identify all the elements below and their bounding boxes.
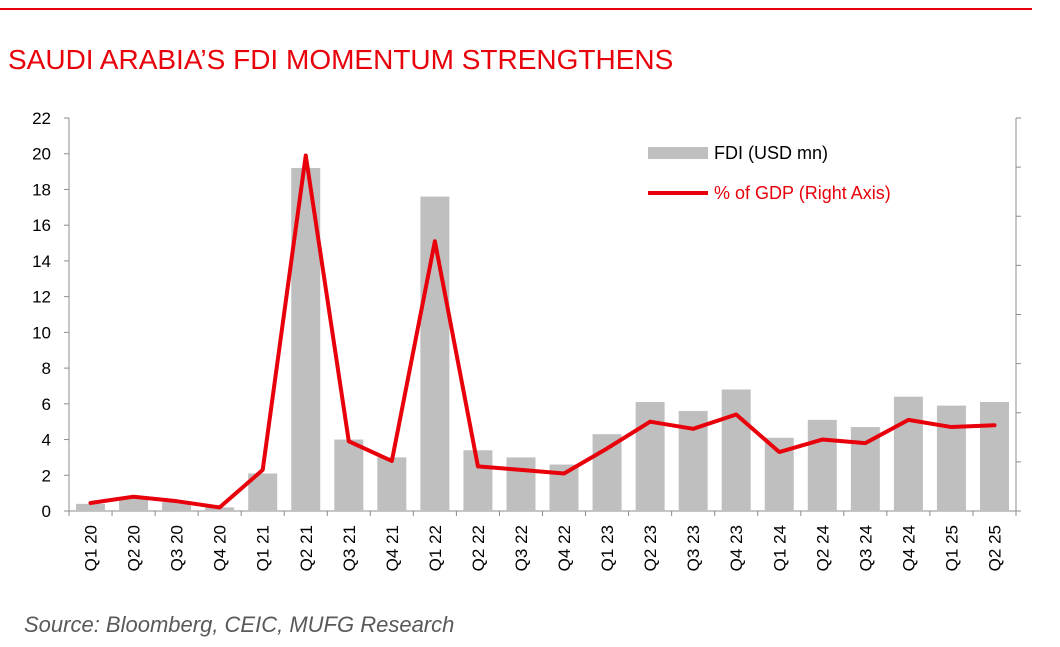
top-rule [0,8,1032,10]
fdi-bar [506,457,536,511]
x-tick-label: Q3 20 [168,525,187,571]
fdi-bar [334,439,364,511]
y-left-tick-label: 2 [42,466,51,485]
fdi-bar [936,405,966,511]
gdp-share-point [175,499,179,503]
gdp-share-point [992,423,996,427]
fdi-bar [979,402,1009,511]
gdp-share-point [734,413,738,417]
y-left-tick-label: 12 [32,288,51,307]
y-left-tick-label: 0 [42,502,51,521]
y-left-tick-label: 20 [32,145,51,164]
chart-title: SAUDI ARABIA’S FDI MOMENTUM STRENGTHENS [8,44,674,75]
x-tick-label: Q4 24 [899,525,918,571]
gdp-share-point [820,438,824,442]
gdp-share-point [261,468,265,472]
x-tick-label: Q3 21 [340,525,359,571]
gdp-share-line [88,153,997,510]
gdp-share-point [433,239,437,243]
gdp-share-point [562,471,566,475]
gdp-share-point [304,154,308,158]
gdp-share-point [390,459,394,463]
gdp-share-point [89,501,93,505]
fdi-bar [592,434,622,511]
gdp-share-point [648,420,652,424]
x-tick-label: Q1 22 [426,525,445,571]
x-tick-label: Q1 21 [254,525,273,571]
fdi-bar [162,502,192,511]
gdp-share-point [691,427,695,431]
gdp-share-point [605,446,609,450]
x-tick-label: Q4 22 [555,525,574,571]
gdp-share-point [777,450,781,454]
source-note: Source: Bloomberg, CEIC, MUFG Research [24,612,455,637]
fdi-bar [119,498,149,511]
x-tick-label: Q2 22 [469,525,488,571]
x-tick-label: Q4 21 [383,525,402,571]
y-left-tick-label: 14 [32,252,51,271]
fdi-bar [807,419,837,511]
gdp-share-point [863,441,867,445]
fdi-bar [76,503,106,511]
gdp-share-point [906,418,910,422]
x-tick-label: Q3 22 [512,525,531,571]
gdp-share-point [132,495,136,499]
gdp-share-point [218,505,222,509]
y-left-tick-label: 8 [42,359,51,378]
fdi-bar [721,389,751,511]
x-tick-label: Q1 25 [942,525,961,571]
legend-label-gdp: % of GDP (Right Axis) [714,183,891,203]
legend-label-fdi: FDI (USD mn) [714,143,828,163]
x-tick-label: Q2 21 [297,525,316,571]
y-left-tick-label: 4 [42,431,51,450]
y-left-tick-label: 10 [32,323,51,342]
gdp-share-point [347,439,351,443]
x-tick-label: Q2 25 [985,525,1004,571]
x-tick-label: Q3 24 [856,525,875,571]
fdi-bar [635,402,665,511]
fdi-bar [893,396,923,511]
x-tick-label: Q2 20 [125,525,144,571]
x-tick-label: Q4 23 [727,525,746,571]
y-left-tick-label: 18 [32,180,51,199]
x-tick-label: Q1 23 [598,525,617,571]
gdp-share-point [519,468,523,472]
gdp-share-point [949,425,953,429]
legend-swatch-fdi [648,147,708,159]
y-left-tick-label: 22 [32,109,51,128]
x-tick-label: Q1 20 [82,525,101,571]
x-tick-label: Q4 20 [211,525,230,571]
fdi-bar [377,457,407,511]
x-tick-label: Q1 24 [770,525,789,571]
x-tick-label: Q3 23 [684,525,703,571]
y-left-tick-label: 16 [32,216,51,235]
x-tick-label: Q2 24 [813,525,832,571]
gdp-share-point [476,464,480,468]
x-tick-label: Q2 23 [641,525,660,571]
y-left-tick-label: 6 [42,395,51,414]
